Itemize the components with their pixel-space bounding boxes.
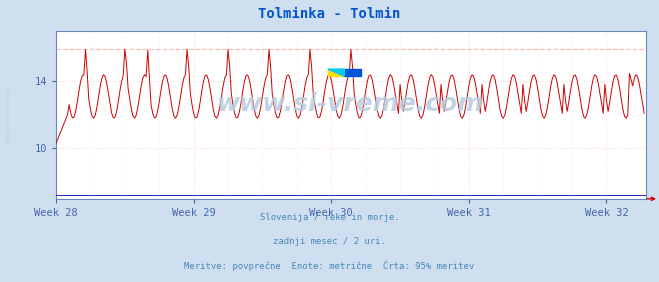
Text: www.si-vreme.com: www.si-vreme.com	[5, 85, 11, 145]
Text: www.si-vreme.com: www.si-vreme.com	[217, 92, 484, 116]
Text: Slovenija / reke in morje.: Slovenija / reke in morje.	[260, 213, 399, 222]
Text: Meritve: povprečne  Enote: metrične  Črta: 95% meritev: Meritve: povprečne Enote: metrične Črta:…	[185, 261, 474, 271]
Text: Tolminka - Tolmin: Tolminka - Tolmin	[258, 7, 401, 21]
Text: zadnji mesec / 2 uri.: zadnji mesec / 2 uri.	[273, 237, 386, 246]
